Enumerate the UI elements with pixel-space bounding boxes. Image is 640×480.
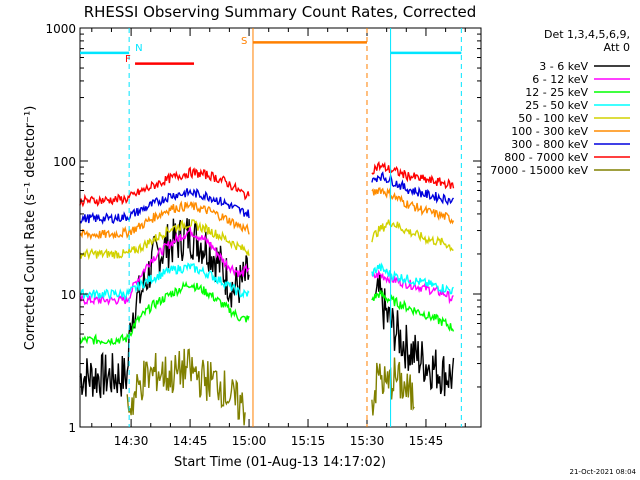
x-tick-label: 14:30 [114,434,149,448]
flag-label-s: S [241,36,247,47]
flag-label-n: N [135,43,142,54]
legend-label: 6 - 12 keV [532,73,588,86]
y-tick-label: 10 [61,288,76,302]
series-line [79,262,454,301]
series-line [79,218,455,399]
series-line [79,219,454,261]
x-axis-label: Start Time (01-Aug-13 14:17:02) [174,455,386,470]
x-tick-label: 15:45 [409,434,444,448]
legend-label: 3 - 6 keV [539,60,588,73]
flag-label-f: F [125,54,131,65]
plot-frame [79,27,482,428]
series-line [79,280,455,347]
legend-label: 12 - 25 keV [525,86,588,99]
legend-label: 25 - 50 keV [525,99,588,112]
y-tick-label: 1000 [45,22,76,36]
x-tick-label: 15:15 [291,434,326,448]
data-layer [79,160,455,426]
legend-label: 50 - 100 keV [518,112,588,125]
legend-header-line2: Att 0 [604,41,630,54]
series-line [79,171,455,225]
axes-layer: 1 10 100 1000 14:30 14:45 15:00 15:15 15:30 15:45 [45,22,481,448]
y-tick-label: 1 [68,421,76,435]
y-axis-label: Corrected Count Rate (s⁻¹ detector⁻¹) [23,106,38,351]
x-tick-label: 15:00 [232,434,267,448]
series-line [79,226,454,306]
x-tick-label: 15:30 [350,434,385,448]
legend-header-line1: Det 1,3,4,5,6,9, [544,28,630,41]
legend-label: 7000 - 15000 keV [490,164,588,177]
legend-label: 800 - 7000 keV [504,151,588,164]
legend-label: 300 - 800 keV [511,138,588,151]
chart-title: RHESSI Observing Summary Count Rates, Co… [84,3,477,21]
legend-label: 100 - 300 keV [511,125,588,138]
x-tick-label: 14:45 [173,434,208,448]
timestamp: 21-Oct-2021 08:04 [570,468,637,476]
y-tick-label: 100 [53,155,76,169]
series-line [79,187,455,241]
series-line [79,160,455,208]
annotation-layer: NF S [80,28,462,427]
series-line [126,348,415,426]
